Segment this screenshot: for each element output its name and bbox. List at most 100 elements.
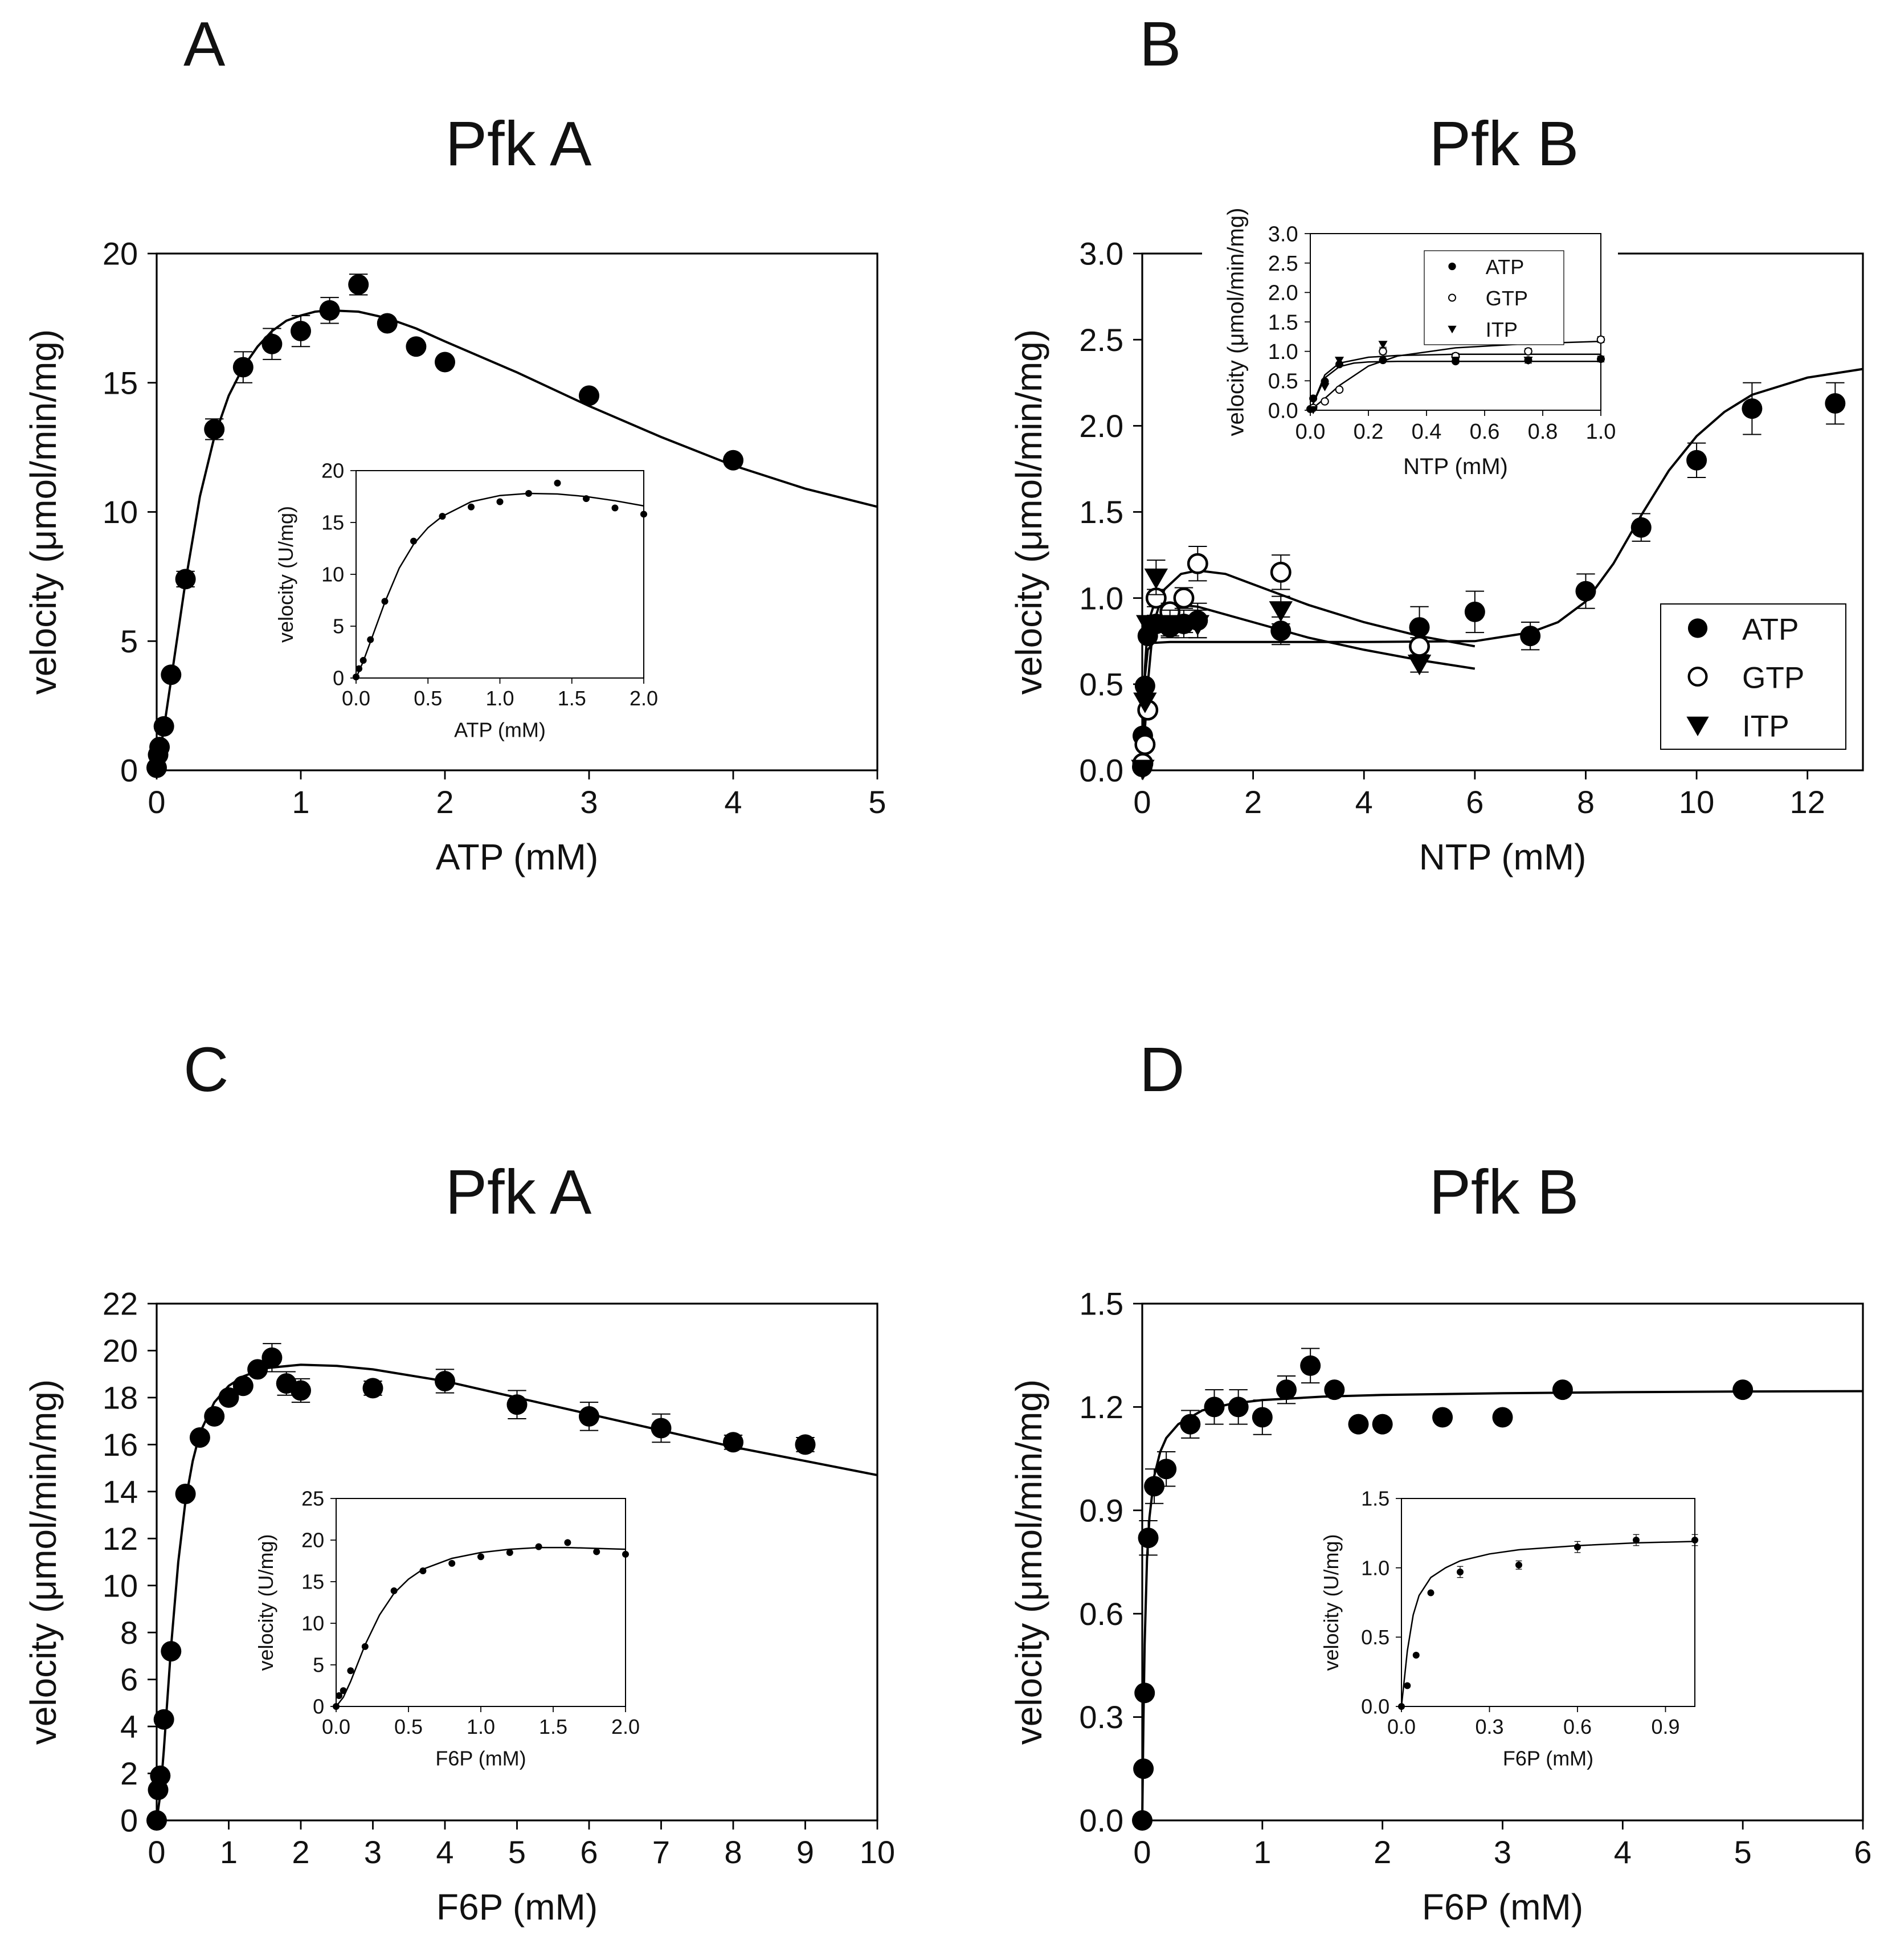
chart-b-inset-point-gtp — [1321, 397, 1329, 406]
chart-b-point-atp — [1575, 581, 1596, 602]
chart-d-inset-x-tick-label: 0.0 — [1387, 1715, 1416, 1738]
chart-d-inset-point-f6p — [1515, 1561, 1522, 1569]
chart-b-x-tick-label: 6 — [1466, 784, 1483, 820]
chart-a-point-atp — [348, 274, 369, 295]
chart-c-point-f6p — [723, 1432, 743, 1453]
chart-a-inset-x-tick-label: 2.0 — [630, 687, 658, 710]
chart-d-inset-y-tick-label: 1.0 — [1361, 1556, 1389, 1579]
chart-a-inset-point-atp — [496, 498, 504, 505]
chart-d-point-f6p — [1276, 1379, 1297, 1400]
chart-b-inset-point-itp — [1320, 383, 1330, 391]
chart-b-point-atp — [1134, 675, 1155, 696]
chart-c-inset-point-f6p — [535, 1543, 542, 1550]
chart-a-inset-y-axis-label: velocity (U/mg) — [274, 506, 297, 643]
chart-a-pfk-a-atp: 0 1 2 3 4 5 0 5 10 15 20 ATP (mM) velocity (μmol/min… — [23, 236, 886, 877]
chart-d-point-f6p — [1138, 1528, 1159, 1549]
chart-b-x-tick-label: 12 — [1790, 784, 1825, 820]
chart-a-point-atp — [161, 664, 182, 685]
chart-b-y-tick-label: 3.0 — [1079, 236, 1123, 272]
chart-d-point-f6p — [1228, 1396, 1249, 1418]
chart-a-inset-point-atp — [353, 673, 359, 681]
chart-a-x-axis-label: ATP (mM) — [436, 836, 599, 877]
chart-d-x-axis-label: F6P (mM) — [1422, 1886, 1583, 1928]
chart-b-inset-point-atp — [1309, 394, 1318, 403]
chart-a-inset-x-tick-label: 0.0 — [342, 687, 370, 710]
chart-d-point-f6p — [1180, 1414, 1201, 1435]
chart-d-inset-x-tick-label: 0.3 — [1475, 1715, 1503, 1738]
chart-a-inset-point-atp — [410, 537, 417, 545]
chart-a-inset-point-atp — [367, 636, 374, 643]
chart-d-point-f6p — [1252, 1407, 1273, 1428]
chart-a-point-atp — [579, 385, 599, 406]
chart-c-point-f6p — [218, 1387, 239, 1408]
chart-c-point-f6p — [247, 1359, 268, 1380]
chart-d-inset-axes-frame — [1401, 1498, 1695, 1707]
chart-a-inset-point-atp — [583, 495, 590, 503]
chart-c-point-f6p — [506, 1394, 528, 1415]
chart-d-point-f6p — [1204, 1396, 1225, 1418]
chart-b-point-atp — [1825, 393, 1846, 414]
chart-c-inset-point-f6p — [347, 1667, 354, 1675]
chart-b-inset-y-tick-label: 2.0 — [1268, 281, 1298, 305]
chart-b-point-atp — [1630, 517, 1652, 538]
chart-b-point-atp — [1686, 450, 1707, 471]
chart-b-point-atp — [1742, 398, 1763, 419]
chart-a-inset-point-atp — [611, 504, 619, 512]
chart-b-inset-point-gtp — [1335, 385, 1344, 394]
chart-c-inset-y-tick-label: 15 — [301, 1570, 324, 1594]
chart-d-y-tick-label: 1.5 — [1079, 1286, 1123, 1322]
chart-d-inset-y-tick-label: 1.5 — [1361, 1487, 1389, 1510]
chart-c-inset-x-tick-label: 1.0 — [467, 1715, 495, 1738]
chart-b-inset-x-tick-label: 1.0 — [1586, 420, 1616, 444]
chart-c-point-f6p — [261, 1347, 283, 1368]
chart-c-x-axis-label: F6P (mM) — [436, 1886, 598, 1928]
chart-b-inset-point-itp — [1523, 357, 1533, 365]
chart-a-x-tick-label: 0 — [148, 784, 165, 820]
chart-b-inset-legend-label-gtp: GTP — [1486, 287, 1528, 310]
chart-b-legend-label-itp: ITP — [1742, 710, 1789, 744]
chart-a-point-atp — [319, 300, 340, 321]
chart-c-x-tick-label: 4 — [436, 1834, 453, 1870]
chart-d-point-f6p — [1300, 1355, 1321, 1376]
chart-b-inset-x-tick-label: 0.6 — [1470, 420, 1500, 444]
chart-c-inset-y-tick-label: 20 — [301, 1529, 324, 1552]
chart-b-inset-point-atp — [1597, 355, 1605, 364]
chart-c-x-tick-label: 7 — [652, 1834, 670, 1870]
chart-c-point-f6p — [291, 1380, 311, 1401]
chart-c-x-tick-label: 6 — [580, 1834, 598, 1870]
chart-d-inset-x-tick-label: 0.9 — [1651, 1715, 1679, 1738]
chart-c-y-tick-label: 0 — [120, 1803, 138, 1839]
chart-b-inset-x-tick-label: 0.0 — [1295, 420, 1326, 444]
chart-c-inset-point-f6p — [622, 1550, 629, 1558]
chart-b-point-gtp — [1173, 587, 1195, 609]
chart-b-y-axis-label: velocity (μmol/min/mg) — [1008, 329, 1049, 695]
chart-b-inset-x-tick-label: 0.8 — [1528, 420, 1558, 444]
chart-d-y-tick-label: 0.0 — [1079, 1803, 1123, 1839]
chart-c-point-f6p — [153, 1709, 174, 1730]
chart-b-inset-legend-label-atp: ATP — [1486, 255, 1525, 279]
chart-b-x-tick-label: 10 — [1679, 784, 1714, 820]
chart-c-point-f6p — [651, 1418, 672, 1439]
chart-c-inset-point-f6p — [419, 1567, 427, 1575]
title-a: Pfk A — [446, 109, 592, 179]
chart-a-y-tick-label: 10 — [103, 494, 138, 530]
chart-b-inset-legend-box — [1424, 250, 1564, 345]
chart-b-legend-label-gtp: GTP — [1742, 662, 1804, 695]
chart-c-y-tick-label: 4 — [120, 1709, 138, 1745]
panel-letter-b: B — [1139, 9, 1181, 79]
chart-c-y-tick-label: 18 — [103, 1380, 138, 1416]
chart-c-point-f6p — [795, 1434, 816, 1455]
chart-c-y-tick-label: 22 — [103, 1286, 138, 1322]
chart-c-y-tick-label: 10 — [103, 1567, 138, 1603]
chart-c-inset-y-tick-label: 10 — [301, 1612, 324, 1635]
chart-d-inset-point-f6p — [1404, 1682, 1411, 1689]
chart-c-inset-point-f6p — [506, 1549, 513, 1556]
chart-d-point-f6p — [1732, 1379, 1754, 1400]
chart-a-point-atp — [153, 716, 174, 737]
chart-b-point-itp — [1269, 601, 1293, 622]
chart-b-inset-y-tick-label: 1.0 — [1268, 340, 1298, 364]
chart-b-y-tick-label: 1.0 — [1079, 580, 1123, 616]
chart-d-point-f6p — [1348, 1414, 1369, 1435]
chart-a-y-tick-label: 20 — [103, 236, 138, 272]
chart-c-point-f6p — [435, 1371, 455, 1392]
